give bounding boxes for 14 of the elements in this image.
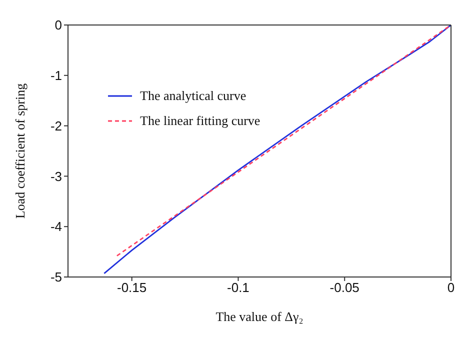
x-tick-label: -0.05 <box>330 280 360 296</box>
legend-label: The analytical curve <box>140 88 246 104</box>
y-tick-label: 0 <box>54 18 62 33</box>
y-tick-label: -3 <box>50 168 62 184</box>
x-tick-label: -0.15 <box>117 280 147 296</box>
y-tick-label: -2 <box>50 118 62 134</box>
x-axis-title: The value of Δγ₂ <box>216 309 304 324</box>
y-tick-label: -4 <box>50 219 62 234</box>
y-tick-label: -1 <box>50 68 62 84</box>
y-axis-title: Load coefficient of spring <box>12 82 28 219</box>
legend-label: The linear fitting curve <box>140 113 260 129</box>
x-tick-label: 0 <box>447 280 455 296</box>
y-tick-label: -5 <box>50 270 62 285</box>
x-tick-label: -0.1 <box>227 280 250 296</box>
